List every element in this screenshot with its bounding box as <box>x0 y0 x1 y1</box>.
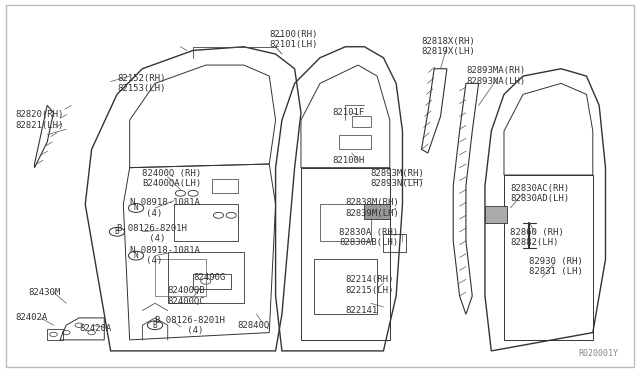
Bar <box>168 252 244 303</box>
Bar <box>155 259 206 296</box>
Text: 82101F: 82101F <box>333 108 365 117</box>
Bar <box>314 259 377 314</box>
Bar <box>383 234 406 252</box>
Text: 822141: 822141 <box>346 306 378 315</box>
Text: 82400QB
82400QC: 82400QB 82400QC <box>168 286 205 306</box>
Text: N 08918-1081A
   (4): N 08918-1081A (4) <box>130 198 200 218</box>
Bar <box>485 206 507 223</box>
Bar <box>47 329 63 340</box>
Text: 82893M(RH)
82893N(LH): 82893M(RH) 82893N(LH) <box>371 169 424 188</box>
Text: N: N <box>134 251 138 260</box>
Bar <box>193 274 231 289</box>
Text: 82830A (RH)
82830AB(LH): 82830A (RH) 82830AB(LH) <box>339 228 398 247</box>
Text: 82830AC(RH)
82830AD(LH): 82830AC(RH) 82830AD(LH) <box>510 184 570 203</box>
Text: 82840Q: 82840Q <box>237 321 270 330</box>
Text: 82400G: 82400G <box>193 273 225 282</box>
Text: B: B <box>153 321 157 330</box>
Text: 82838M(RH)
82839M(LH): 82838M(RH) 82839M(LH) <box>346 198 399 218</box>
Text: 82430M: 82430M <box>28 288 60 297</box>
Text: 82860 (RH)
82882(LH): 82860 (RH) 82882(LH) <box>510 228 564 247</box>
Text: 82152(RH)
82153(LH): 82152(RH) 82153(LH) <box>117 74 165 93</box>
Text: 82930 (RH)
82831 (LH): 82930 (RH) 82831 (LH) <box>529 257 583 276</box>
Text: 82402A: 82402A <box>15 314 48 323</box>
Text: N 08918-1081A
   (4): N 08918-1081A (4) <box>130 246 200 265</box>
Bar <box>174 204 237 241</box>
Text: R020001Y: R020001Y <box>578 349 618 358</box>
Bar <box>212 179 237 193</box>
Bar <box>352 116 371 127</box>
Text: B 08126-8201H
      (4): B 08126-8201H (4) <box>117 224 187 243</box>
Bar <box>364 204 390 219</box>
Bar <box>339 135 371 149</box>
Text: N: N <box>134 203 138 212</box>
Text: 82400Q (RH)
B2400QA(LH): 82400Q (RH) B2400QA(LH) <box>142 169 202 188</box>
Text: 82893MA(RH)
82893NA(LH): 82893MA(RH) 82893NA(LH) <box>466 66 525 86</box>
Text: 82100(RH)
82101(LH): 82100(RH) 82101(LH) <box>269 30 317 49</box>
Text: 82420A: 82420A <box>79 324 111 333</box>
Text: 82214(RH)
82215(LH): 82214(RH) 82215(LH) <box>346 275 394 295</box>
Text: B: B <box>115 227 119 236</box>
Bar <box>320 204 371 241</box>
Text: 82818X(RH)
82819X(LH): 82818X(RH) 82819X(LH) <box>422 37 476 57</box>
Text: B 08126-8201H
      (4): B 08126-8201H (4) <box>155 315 225 335</box>
Text: 82100H: 82100H <box>333 156 365 165</box>
Text: 82820(RH)
82821(LH): 82820(RH) 82821(LH) <box>15 110 64 130</box>
